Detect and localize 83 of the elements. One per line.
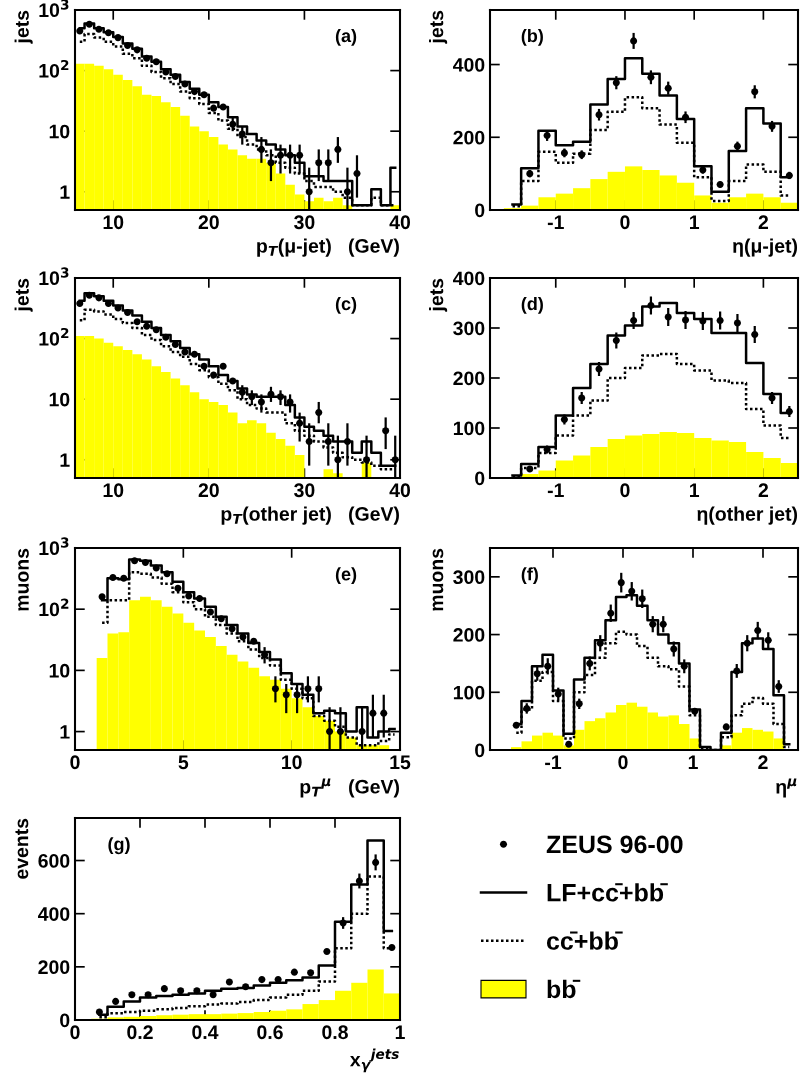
y-tick-label: 10$^{3}$: [39, 267, 69, 286]
annotation: (e): [335, 567, 357, 585]
x-tick-label: 0.6: [257, 1025, 283, 1040]
x-tick-label: 0: [620, 483, 630, 498]
y-tick-label: 600: [38, 853, 70, 868]
x-tick-label: 30: [294, 483, 315, 498]
y-tick-label: 10: [49, 663, 70, 678]
annotation: (b): [521, 28, 543, 46]
x-axis-title: η(μ-jet): [733, 238, 798, 257]
x-tick-label: -1: [547, 483, 564, 497]
x-tick-label: 5: [178, 755, 189, 770]
x-axis-title: η(other jet): [697, 506, 798, 525]
x-tick-label: 0.4: [192, 1025, 219, 1040]
legend-label: cc̄+bb̄: [546, 931, 623, 950]
y-tick-label: 300: [453, 570, 485, 585]
y-tick-label: 400: [452, 271, 485, 286]
x-axis-title: η$^{μ}$: [776, 778, 797, 798]
x-tick-label: 15: [390, 755, 411, 770]
y-tick-label: 10$^{2}$: [39, 598, 69, 617]
y-tick-label: 1: [60, 725, 70, 739]
y-tick-label: 1: [60, 185, 70, 199]
y-tick-label: 10: [49, 392, 70, 407]
annotation: (a): [335, 28, 357, 46]
y-tick-label: 0: [475, 471, 485, 486]
x-axis-title: x$_{γ}$$^{jets}$: [349, 1048, 399, 1073]
y-axis-title: muons: [18, 548, 29, 611]
y-tick-label: 0: [60, 1013, 70, 1028]
x-tick-label: 2: [758, 215, 769, 229]
y-tick-label: 400: [37, 907, 70, 921]
y-tick-label: 200: [38, 960, 70, 975]
y-tick-label: 300: [453, 321, 485, 336]
y-axis-title: jets: [14, 278, 33, 312]
x-tick-label: 1: [690, 483, 700, 497]
y-tick-label: 10$^{2}$: [39, 327, 69, 346]
y-tick-label: 0: [475, 743, 485, 758]
x-tick-label: 10: [282, 755, 302, 770]
text: p$_{T}$$^{μ}$ (GeV): [300, 778, 399, 798]
y-axis-title: events: [15, 818, 29, 879]
y-axis-title: jets: [14, 10, 33, 44]
x-tick-label: 1: [688, 755, 698, 769]
y-axis-title: jets: [429, 10, 448, 44]
x-tick-label: 40: [389, 483, 411, 498]
x-tick-label: 0.8: [322, 1025, 348, 1040]
y-axis-title: jets: [429, 278, 448, 312]
x-tick-label: 0: [70, 755, 80, 770]
annotation: (d): [521, 296, 543, 314]
x-tick-label: 10: [103, 215, 124, 230]
y-tick-label: 10$^{2}$: [39, 59, 69, 78]
legend-label: ZEUS 96-00: [546, 835, 683, 854]
y-tick-label: 10: [49, 124, 70, 139]
x-tick-label: 1: [395, 1025, 405, 1039]
x-tick-label: 0: [70, 1025, 80, 1040]
y-tick-label: 10$^{3}$: [39, 0, 69, 18]
x-tick-label: 2: [758, 755, 768, 769]
x-tick-label: 40: [389, 215, 411, 230]
x-tick-label: 2: [758, 483, 769, 497]
x-tick-label: -1: [547, 215, 564, 229]
y-tick-label: 1: [60, 453, 70, 467]
y-tick-label: 400: [452, 58, 485, 72]
x-tick-label: 0.2: [127, 1025, 153, 1040]
legend-label: bb̄: [547, 979, 581, 999]
legend-label: LF+cc̄+bb̄: [547, 883, 668, 902]
x-tick-label: 0: [620, 215, 630, 230]
y-tick-label: 200: [453, 371, 485, 386]
x-tick-label: 1: [690, 215, 700, 229]
x-tick-label: 20: [198, 483, 219, 498]
y-axis-title: muons: [432, 548, 444, 611]
y-tick-label: 100: [453, 685, 485, 700]
x-tick-label: -1: [545, 755, 562, 769]
y-tick-label: 0: [475, 203, 485, 218]
y-tick-label: 10$^{3}$: [39, 537, 69, 556]
x-axis-title: p$_{T}$(μ-jet) (GeV): [257, 238, 399, 257]
y-tick-label: 200: [453, 130, 485, 145]
x-tick-label: 0: [618, 755, 628, 770]
annotation: (f): [521, 567, 538, 585]
x-tick-label: 30: [294, 215, 315, 230]
x-tick-label: 10: [103, 483, 124, 498]
y-tick-label: 100: [453, 421, 485, 436]
y-tick-label: 200: [453, 628, 485, 642]
annotation: (g): [108, 837, 130, 855]
annotation: (c): [335, 296, 357, 314]
x-tick-label: 20: [198, 215, 219, 230]
x-axis-title: p$_{T}$(other jet) (GeV): [221, 506, 399, 525]
